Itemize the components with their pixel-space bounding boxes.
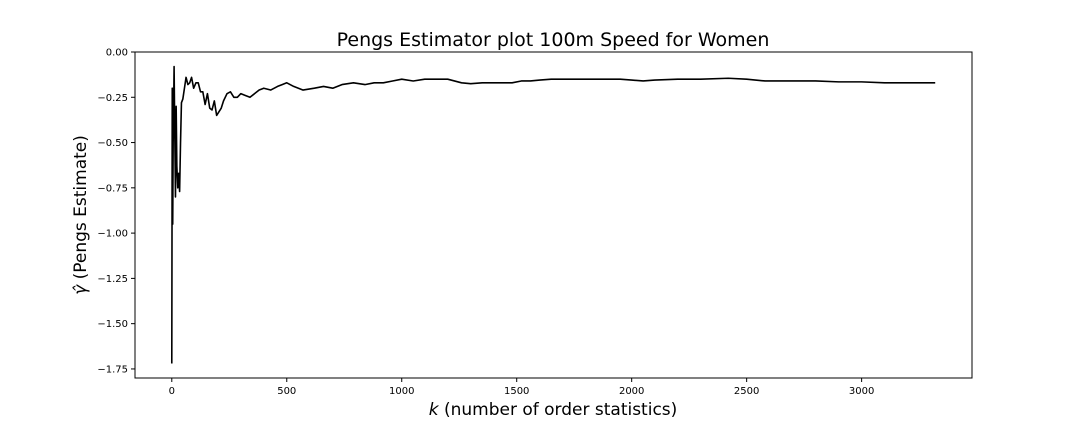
y-tick-label: 0.00 xyxy=(106,48,128,59)
x-tick-label: 500 xyxy=(277,386,296,397)
y-tick-label: −0.75 xyxy=(97,183,128,194)
x-tick-label: 1000 xyxy=(389,386,414,397)
y-tick-label: −1.25 xyxy=(97,274,128,285)
x-axis-label: k (number of order statistics) xyxy=(429,400,678,420)
x-tick-label: 0 xyxy=(169,386,175,397)
plot-area xyxy=(170,65,936,364)
y-tick-label: −1.50 xyxy=(97,319,128,330)
y-axis-label: γ̂ (Pengs Estimate) xyxy=(71,135,91,295)
x-tick-label: 1500 xyxy=(504,386,529,397)
x-tick-label: 2500 xyxy=(734,386,759,397)
y-axis-label-text: (Pengs Estimate) xyxy=(71,135,91,285)
y-axis-label-symbol: γ̂ xyxy=(71,284,91,295)
plot-frame xyxy=(134,51,973,379)
x-tick-label: 3000 xyxy=(849,386,874,397)
x-axis-label-text: (number of order statistics) xyxy=(439,400,678,420)
y-axis-ticks: 0.00 −0.25 −0.50 −0.75 −1.00 −1.25 −1.50 −1.75 xyxy=(97,48,135,375)
x-tick-label: 2000 xyxy=(619,386,644,397)
y-tick-label: −1.00 xyxy=(97,229,128,240)
x-axis-label-variable: k xyxy=(429,400,440,420)
x-axis-ticks: 0 500 1000 1500 2000 2500 3000 xyxy=(169,378,874,397)
y-tick-label: −0.25 xyxy=(97,93,128,104)
y-tick-label: −1.75 xyxy=(97,364,128,375)
y-tick-label: −0.50 xyxy=(97,138,128,149)
series-line-pengs-estimate xyxy=(170,65,936,364)
chart-title: Pengs Estimator plot 100m Speed for Wome… xyxy=(337,29,770,51)
